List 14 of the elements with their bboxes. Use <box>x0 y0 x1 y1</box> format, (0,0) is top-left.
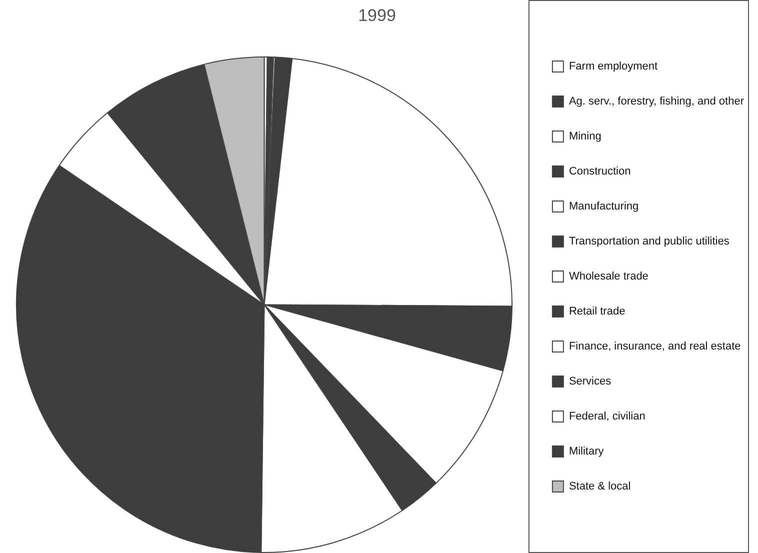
legend-label: Manufacturing <box>568 200 639 213</box>
legend-label: Services <box>568 376 612 388</box>
chart-title: 1999 <box>358 6 396 25</box>
legend-label: Farm employment <box>568 60 658 73</box>
legend-label: Finance, insurance, and real estate <box>568 340 741 353</box>
legend-label: Construction <box>568 166 631 178</box>
legend-label: Federal, civilian <box>568 410 646 423</box>
legend-label: State & local <box>568 480 631 493</box>
legend-label: Military <box>568 446 604 458</box>
legend-label: Retail trade <box>568 306 626 318</box>
legend-label: Mining <box>568 130 602 143</box>
legend-label: Ag. serv., forestry, fishing, and other <box>568 96 744 108</box>
legend-label: Wholesale trade <box>568 270 648 283</box>
legend-label: Transportation and public utilities <box>568 236 730 248</box>
